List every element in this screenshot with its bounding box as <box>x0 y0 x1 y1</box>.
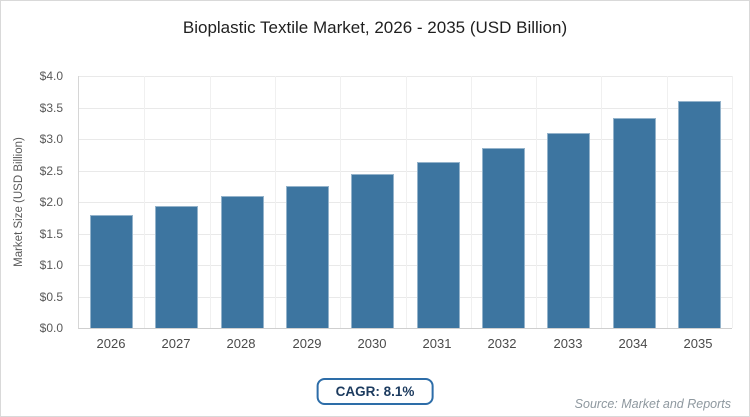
bar-2031 <box>417 162 460 328</box>
gridline-horizontal <box>79 234 732 235</box>
y-tick-label: $2.0 <box>39 195 63 209</box>
bar-2035 <box>678 101 721 328</box>
x-tick-label-2033: 2033 <box>553 336 583 351</box>
gridline-vertical <box>536 76 537 328</box>
source-text: Source: Market and Reports <box>574 397 731 411</box>
gridline-horizontal <box>79 171 732 172</box>
gridline-vertical <box>471 76 472 328</box>
x-tick-label-2035: 2035 <box>683 336 713 351</box>
gridline-horizontal <box>79 297 732 298</box>
x-tick-label-2028: 2028 <box>226 336 256 351</box>
cagr-badge: CAGR: 8.1% <box>316 378 434 405</box>
x-tick-label-2030: 2030 <box>357 336 387 351</box>
gridline-vertical <box>732 76 733 328</box>
y-tick-label: $0.0 <box>39 321 63 335</box>
gridline-horizontal <box>79 202 732 203</box>
bar-2029 <box>286 186 329 328</box>
gridline-vertical <box>144 76 145 328</box>
y-tick-label: $3.0 <box>39 132 63 146</box>
gridline-vertical <box>406 76 407 328</box>
bar-2028 <box>221 196 264 328</box>
chart-title: Bioplastic Textile Market, 2026 - 2035 (… <box>182 18 568 37</box>
y-axis-ticks: $0.0 $0.5 $1.0 $1.5 $2.0 $2.5 $3.0 $3.5 $4.0 <box>1 69 71 335</box>
y-tick-label: $4.0 <box>39 69 63 83</box>
gridline-vertical <box>340 76 341 328</box>
gridline-vertical <box>667 76 668 328</box>
bar-2026 <box>90 215 133 328</box>
gridline-vertical <box>210 76 211 328</box>
y-tick-label: $1.5 <box>39 227 63 241</box>
plot-area <box>78 76 733 329</box>
bar-2033 <box>547 133 590 328</box>
gridline-horizontal <box>79 139 732 140</box>
gridline-horizontal <box>79 108 732 109</box>
bar-2030 <box>351 174 394 328</box>
bar-2027 <box>155 206 198 328</box>
y-tick-label: $3.5 <box>39 101 63 115</box>
x-tick-label-2029: 2029 <box>292 336 322 351</box>
gridline-vertical <box>275 76 276 328</box>
x-tick-label-2026: 2026 <box>96 336 126 351</box>
y-tick-label: $1.0 <box>39 258 63 272</box>
x-tick-label-2027: 2027 <box>161 336 191 351</box>
x-tick-label-2031: 2031 <box>422 336 452 351</box>
gridline-horizontal <box>79 76 732 77</box>
x-tick-label-2032: 2032 <box>487 336 517 351</box>
bar-2034 <box>613 118 656 328</box>
y-tick-label: $0.5 <box>39 290 63 304</box>
gridline-vertical <box>601 76 602 328</box>
y-tick-label: $2.5 <box>39 164 63 178</box>
x-axis-labels: 2026 2027 2028 2029 2030 2031 2032 2033 2034 2035 <box>78 336 731 354</box>
bar-2032 <box>482 148 525 328</box>
x-tick-label-2034: 2034 <box>618 336 648 351</box>
gridline-horizontal <box>79 265 732 266</box>
